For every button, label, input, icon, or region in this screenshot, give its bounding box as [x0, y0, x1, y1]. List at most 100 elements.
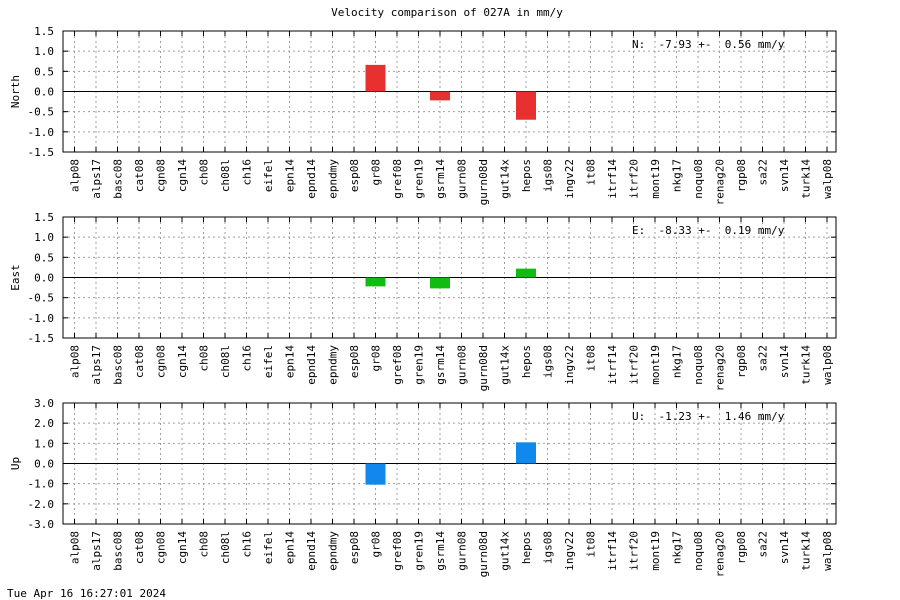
- x-tick-label: noqu08: [692, 159, 705, 199]
- x-tick-label: gurn08: [456, 159, 469, 199]
- y-tick-label: 0.5: [34, 65, 54, 78]
- x-tick-label: ingv22: [563, 345, 576, 385]
- x-tick-label: cgn08: [155, 159, 168, 192]
- x-tick-label: esp08: [348, 345, 361, 378]
- x-tick-label: mont19: [649, 531, 662, 571]
- x-tick-label: igs08: [542, 531, 555, 564]
- x-tick-label: mont19: [649, 345, 662, 385]
- x-tick-label: rgp08: [735, 531, 748, 564]
- x-tick-label: itrf14: [606, 159, 619, 199]
- x-tick-label: walp08: [821, 159, 834, 199]
- x-tick-label: eifel: [262, 531, 275, 564]
- y-tick-label: 1.5: [34, 211, 54, 224]
- stats-annotation: N: -7.93 +- 0.56 mm/y: [632, 38, 785, 51]
- x-tick-label: rgp08: [735, 345, 748, 378]
- x-tick-label: epn14: [284, 159, 297, 192]
- timestamp: Tue Apr 16 16:27:01 2024: [7, 587, 166, 600]
- y-tick-label: -2.0: [28, 498, 55, 511]
- x-tick-label: turk14: [800, 345, 813, 385]
- x-tick-label: mont19: [649, 159, 662, 199]
- x-tick-label: renag20: [714, 531, 727, 577]
- x-tick-label: alp08: [69, 531, 82, 564]
- x-tick-label: gurn08: [456, 531, 469, 571]
- stats-annotation: E: -8.33 +- 0.19 mm/y: [632, 224, 785, 237]
- x-tick-label: igs08: [542, 345, 555, 378]
- x-tick-label: cgn08: [155, 531, 168, 564]
- panel-east: 1.5 1.0 0.5 0.0 -0.5 -1.0 -1.5 E: -8.33 +- 0.19…: [9, 211, 837, 391]
- x-tick-label: svn14: [778, 345, 791, 378]
- x-tick-label: sa22: [757, 159, 770, 186]
- x-tick-label: hepos: [520, 159, 533, 192]
- x-tick-label: gut14x: [499, 159, 512, 199]
- x-tick-label: nkg17: [671, 345, 684, 378]
- x-tick-label: epnd14: [305, 345, 318, 385]
- x-tick-label: gren19: [413, 345, 426, 385]
- x-tick-label: cgn14: [176, 345, 189, 378]
- x-tick-label: walp08: [821, 531, 834, 571]
- x-tick-label: turk14: [800, 531, 813, 571]
- x-tick-label: itrf14: [606, 345, 619, 385]
- x-tick-label: gurn08d: [477, 531, 490, 577]
- x-tick-label: gurn08d: [477, 345, 490, 391]
- x-tick-label: epnd14: [305, 159, 318, 199]
- x-tick-label: gut14x: [499, 531, 512, 571]
- x-tick-label: epndmy: [327, 345, 340, 385]
- x-tick-label: gurn08: [456, 345, 469, 385]
- x-tick-label: noqu08: [692, 345, 705, 385]
- x-tick-label: basc08: [112, 345, 125, 385]
- y-tick-label: 1.0: [34, 437, 54, 450]
- x-tick-label: alps17: [90, 159, 103, 199]
- x-tick-label: sa22: [757, 531, 770, 558]
- y-tick-label: -1.0: [28, 312, 55, 325]
- x-tick-label: gren19: [413, 159, 426, 199]
- bar-hepos: [516, 268, 536, 278]
- x-tick-label: epn14: [284, 345, 297, 378]
- x-tick-label: noqu08: [692, 531, 705, 571]
- y-axis-label: East: [9, 264, 22, 291]
- x-tick-label: gurn08d: [477, 159, 490, 205]
- plot-border: [62, 402, 837, 525]
- x-tick-label: it08: [585, 345, 598, 372]
- x-tick-label: alp08: [69, 345, 82, 378]
- x-tick-label: gren19: [413, 531, 426, 571]
- y-tick-label: -1.5: [28, 146, 55, 159]
- x-tick-label: nkg17: [671, 159, 684, 192]
- bar-gr08: [365, 277, 386, 287]
- x-tick-label: it08: [585, 159, 598, 186]
- plot-border: [62, 30, 837, 153]
- x-tick-label: nkg17: [671, 531, 684, 564]
- x-tick-label: eifel: [262, 159, 275, 192]
- x-tick-label: esp08: [348, 531, 361, 564]
- x-tick-label: turk14: [800, 159, 813, 199]
- x-tick-label: epn14: [284, 531, 297, 564]
- y-axis-label: North: [9, 75, 22, 108]
- x-tick-label: gr08: [370, 531, 383, 558]
- bar-hepos: [516, 442, 536, 464]
- y-tick-label: -1.5: [28, 332, 55, 345]
- y-tick-label: -3.0: [28, 518, 55, 531]
- panel-north: 1.5 1.0 0.5 0.0 -0.5 -1.0 -1.5 N: -7.93 +- 0.56…: [9, 25, 837, 205]
- y-tick-label: 0.0: [34, 272, 54, 285]
- x-tick-label: ingv22: [563, 531, 576, 571]
- x-tick-label: rgp08: [735, 159, 748, 192]
- x-tick-label: itrf20: [628, 345, 641, 385]
- x-tick-label: itrf20: [628, 159, 641, 199]
- x-tick-label: it08: [585, 531, 598, 558]
- x-tick-label: cat08: [133, 159, 146, 192]
- x-tick-label: ch16: [241, 159, 254, 186]
- x-tick-label: igs08: [542, 159, 555, 192]
- x-tick-label: cgn08: [155, 345, 168, 378]
- x-tick-label: ch08: [198, 159, 211, 186]
- bar-gsrm14: [430, 91, 450, 101]
- x-tick-label: sa22: [757, 345, 770, 372]
- x-tick-label: ch08: [198, 531, 211, 558]
- y-tick-label: 1.0: [34, 45, 54, 58]
- x-tick-label: walp08: [821, 345, 834, 385]
- x-tick-label: ch08l: [219, 531, 232, 564]
- x-tick-label: gr08: [370, 159, 383, 186]
- y-tick-label: 0.0: [34, 86, 54, 99]
- x-tick-label: itrf14: [606, 531, 619, 571]
- x-tick-label: cat08: [133, 531, 146, 564]
- bar-gsrm14: [430, 277, 450, 289]
